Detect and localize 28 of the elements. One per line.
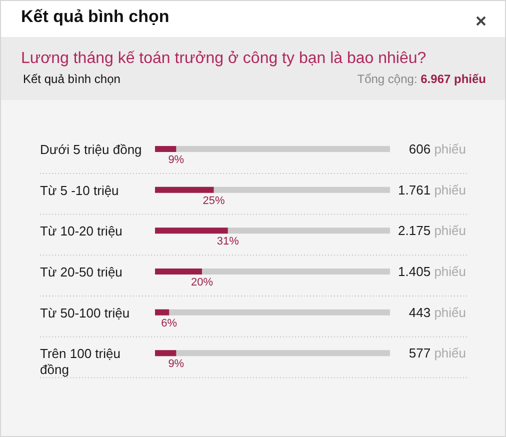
bar	[155, 228, 228, 234]
text: 606 phiếu	[408, 142, 466, 156]
text: Kết quả bình chọn	[23, 72, 120, 86]
bar	[155, 268, 202, 274]
y-tick-label: Từ 5 -10 triệu	[40, 182, 119, 198]
data-label: 6%	[161, 317, 178, 330]
text: 2.175 phiếu	[398, 223, 466, 238]
bar	[155, 186, 214, 193]
y-tick-label: Trên 100 triệu đồng	[40, 346, 120, 378]
text: 577 phiếu	[408, 346, 466, 361]
data-label: 20%	[190, 276, 214, 288]
chart-subtitle: Lương tháng kế toán trưởng ở công ty bạn là bao nhiêu?	[21, 50, 426, 68]
text: 1.405 phiếu	[398, 264, 466, 279]
chart-title: Kết quả bình chọn	[21, 7, 170, 27]
text: 443 phiếu	[408, 304, 466, 320]
text: Tổng cộng: 6.967 phiếu	[357, 72, 486, 86]
y-tick-label: Từ 20-50 triệu	[40, 264, 122, 280]
data-label: 25%	[202, 194, 225, 207]
data-label: 31%	[216, 236, 240, 248]
bar	[155, 350, 176, 356]
y-tick-label: Từ 10-20 triệu	[40, 224, 122, 239]
bar	[155, 146, 176, 152]
y-tick-label: Từ 50-100 triệu	[40, 305, 130, 320]
data-label: 9%	[168, 154, 184, 166]
y-tick-label: Dưới 5 triệu đồng	[40, 142, 142, 157]
data-label: 9%	[168, 358, 184, 370]
text: 1.761 phiếu	[398, 182, 466, 198]
bar	[155, 309, 170, 316]
